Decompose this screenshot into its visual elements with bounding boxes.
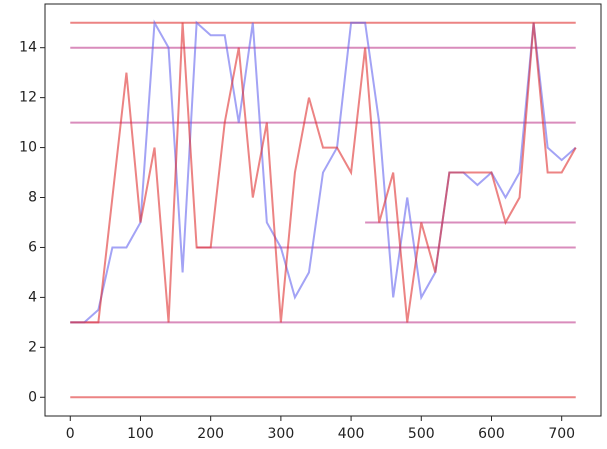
y-tick-label: 4 [28,289,37,305]
y-tick-label: 8 [28,190,37,206]
x-tick-label: 200 [197,426,224,442]
x-tick-label: 500 [408,426,435,442]
y-tick-label: 6 [28,239,37,255]
x-tick-label: 400 [338,426,365,442]
plot-frame [44,3,602,417]
data-line [70,19,577,324]
x-tick-label: 0 [66,426,75,442]
y-tick-label: 14 [19,40,37,56]
x-tick-label: 600 [478,426,505,442]
y-tick-label: 0 [28,389,37,405]
x-tick-label: 700 [548,426,575,442]
y-tick-label: 10 [19,140,37,156]
y-tick-label: 2 [28,339,37,355]
x-tick-label: 100 [127,426,154,442]
x-tick-label: 300 [268,426,295,442]
y-tick-label: 12 [19,90,37,106]
data-line [70,22,577,324]
